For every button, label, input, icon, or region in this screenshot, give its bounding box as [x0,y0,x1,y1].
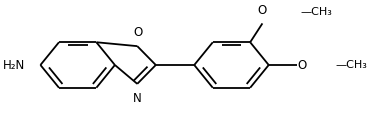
Text: N: N [133,92,142,105]
Text: O: O [134,26,143,39]
Text: O: O [297,58,307,72]
Text: H₂N: H₂N [3,58,25,72]
Text: —CH₃: —CH₃ [336,60,368,70]
Text: O: O [258,4,267,17]
Text: —CH₃: —CH₃ [301,7,333,17]
